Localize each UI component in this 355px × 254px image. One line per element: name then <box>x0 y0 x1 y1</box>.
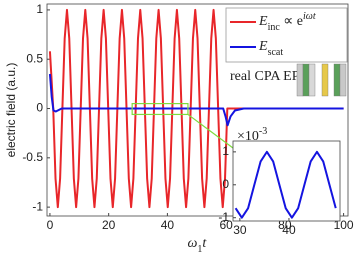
x-tick-label: 30 <box>233 223 247 237</box>
x-tick-label: 20 <box>102 218 116 232</box>
legend-label: Escat <box>258 39 283 58</box>
legend-label-part: scat <box>268 47 284 58</box>
legend-label-part: E <box>258 14 268 29</box>
x-tick-label: 0 <box>47 218 54 232</box>
y-tick-label: 0.5 <box>26 51 43 65</box>
scale-label: ×10-3 <box>237 126 267 144</box>
zoom-connector <box>187 113 234 149</box>
x-axis-label-part: t <box>202 236 207 251</box>
icon-slab <box>302 63 310 97</box>
x-tick-label: 100 <box>334 218 354 232</box>
x-axis-label-part: ω <box>188 236 198 251</box>
legend-box <box>225 7 348 63</box>
y-axis-label: electric field (a.u.) <box>4 63 18 158</box>
y-tick-label: 0 <box>222 177 229 191</box>
icon-slab <box>308 63 316 97</box>
y-tick-label: -1 <box>218 210 229 224</box>
x-tick-label: 60 <box>219 218 233 232</box>
y-tick-label: 1 <box>36 2 43 16</box>
legend-label-part: inc <box>268 22 281 33</box>
data-line <box>48 73 344 127</box>
annotation: real CPA EP <box>230 69 300 84</box>
icon-slab <box>296 63 304 97</box>
legend-label-part: iωt <box>303 11 316 22</box>
x-axis-label-part: 1 <box>197 244 202 254</box>
legend-label-part: ∝ e <box>280 14 303 29</box>
legend-label-part: E <box>258 39 268 54</box>
y-tick-label: -1 <box>32 199 43 213</box>
scale-label-part: ×10 <box>237 129 259 144</box>
y-tick-label: 0 <box>36 101 43 115</box>
icon-slab <box>333 63 341 97</box>
x-tick-label: 80 <box>278 218 292 232</box>
scale-label-part: -3 <box>259 126 267 137</box>
x-tick-label: 40 <box>161 218 175 232</box>
legend-label: Einc ∝ eiωt <box>258 11 316 33</box>
y-tick-label: 1 <box>222 144 229 158</box>
zoom-box <box>131 102 189 116</box>
icon-slab <box>339 63 347 97</box>
x-tick-label: 40 <box>282 223 296 237</box>
data-line <box>234 150 337 219</box>
y-tick-label: -0.5 <box>22 150 43 164</box>
x-axis-label: ω1t <box>188 236 208 254</box>
icon-slab <box>321 63 329 97</box>
